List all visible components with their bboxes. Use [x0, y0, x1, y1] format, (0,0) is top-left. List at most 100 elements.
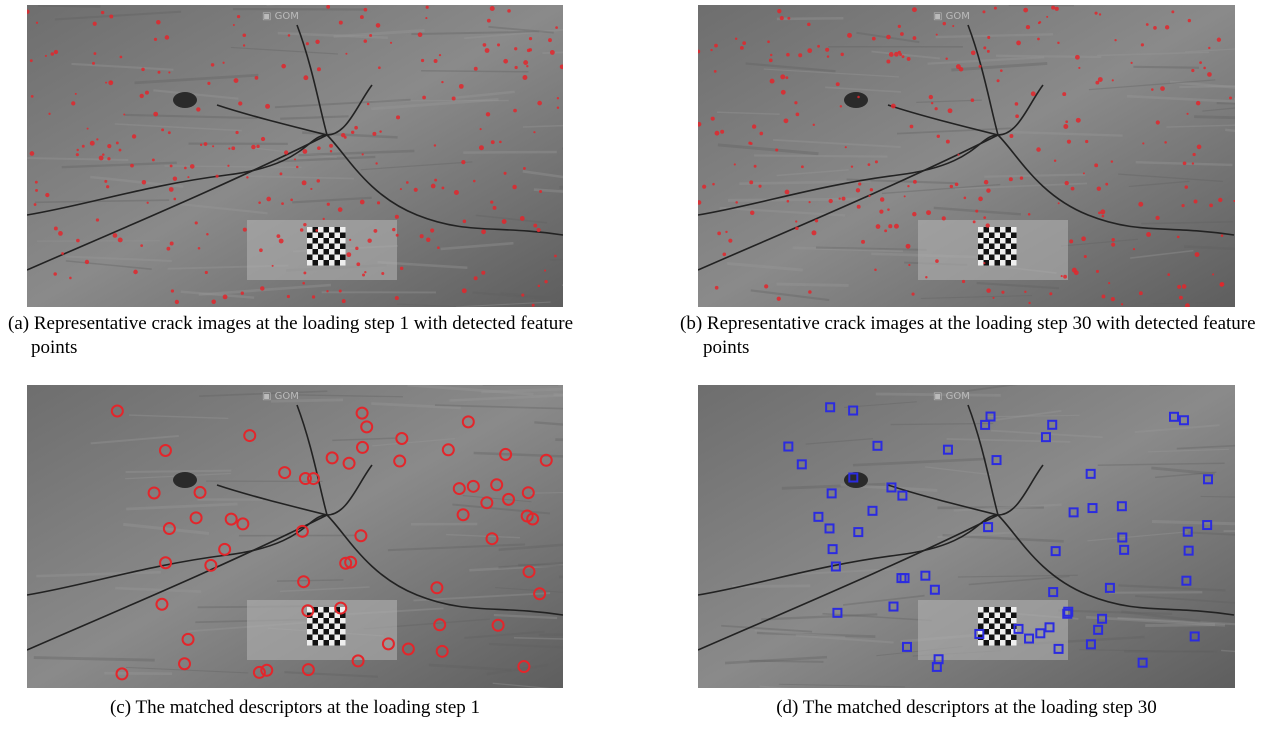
checker [1011, 249, 1017, 255]
feature-point [908, 264, 910, 266]
feature-point [434, 144, 436, 146]
panel-image: ▣ GOM [27, 385, 563, 688]
checker [324, 635, 330, 641]
feature-point [1182, 284, 1187, 289]
feature-point [364, 8, 368, 12]
feature-point [168, 71, 170, 73]
feature-point [1067, 140, 1071, 144]
checker [989, 624, 995, 630]
checker [318, 618, 324, 624]
feature-point [1076, 118, 1081, 123]
feature-point [147, 202, 149, 204]
feature-point [1000, 69, 1003, 72]
checker [340, 249, 346, 255]
feature-point [907, 185, 909, 187]
checker [1006, 635, 1012, 641]
checker [324, 260, 330, 266]
checker [340, 629, 346, 635]
feature-point [845, 146, 847, 148]
checker [984, 607, 990, 613]
feature-point [204, 142, 208, 146]
checker [1006, 255, 1012, 261]
checker [978, 624, 984, 630]
dark-spot [173, 472, 197, 488]
checker [989, 618, 995, 624]
feature-point [931, 102, 933, 104]
feature-point [120, 56, 123, 59]
checker [313, 629, 319, 635]
feature-point [158, 71, 161, 74]
feature-point [396, 234, 399, 237]
feature-point [1181, 204, 1184, 207]
feature-point [256, 145, 259, 148]
checker [1011, 635, 1017, 641]
feature-point [889, 52, 894, 57]
texture [104, 673, 172, 674]
feature-point [372, 132, 376, 136]
checker [995, 629, 1001, 635]
checker [978, 244, 984, 250]
feature-point [817, 45, 820, 48]
feature-point [1051, 6, 1055, 10]
feature-point [479, 145, 484, 150]
feature-point [317, 179, 321, 183]
feature-point [715, 131, 720, 136]
feature-point [1081, 236, 1086, 241]
feature-point [76, 153, 79, 156]
feature-point [1049, 292, 1052, 295]
feature-point [376, 23, 381, 28]
feature-point [1102, 215, 1105, 218]
feature-point [836, 82, 840, 86]
texture [754, 155, 887, 156]
feature-point [971, 50, 976, 55]
checker [318, 607, 324, 613]
feature-point [434, 179, 437, 182]
feature-point [523, 167, 526, 170]
feature-point [92, 62, 95, 65]
feature-point [841, 53, 844, 56]
checker [313, 635, 319, 641]
caption: (c) The matched descriptors at the loadi… [27, 696, 563, 720]
feature-point [1185, 185, 1188, 188]
checker [318, 249, 324, 255]
feature-point [170, 164, 173, 167]
feature-point [827, 55, 829, 57]
feature-point [96, 138, 98, 140]
feature-point [1192, 153, 1195, 156]
feature-point [935, 259, 939, 263]
feature-point [1156, 120, 1160, 124]
feature-point [900, 32, 904, 36]
feature-point [1065, 181, 1069, 185]
checker [329, 244, 335, 250]
feature-point [502, 219, 507, 224]
feature-point [196, 107, 200, 111]
feature-point [507, 9, 511, 13]
checker [329, 607, 335, 613]
feature-point [71, 101, 75, 105]
feature-point [354, 126, 358, 130]
checker [1000, 260, 1006, 266]
feature-point [997, 79, 1000, 82]
texture [562, 148, 563, 149]
feature-point [840, 105, 842, 107]
feature-point [526, 65, 528, 67]
feature-point [378, 66, 381, 69]
feature-point [373, 229, 377, 233]
feature-point [514, 66, 517, 69]
feature-point [485, 48, 490, 53]
feature-point [339, 289, 342, 292]
feature-point [1063, 124, 1068, 129]
checker [995, 618, 1001, 624]
feature-point [1058, 202, 1060, 204]
feature-point [1097, 186, 1101, 190]
feature-point [281, 64, 286, 69]
feature-point [233, 24, 235, 26]
feature-point [355, 247, 358, 250]
feature-point [1177, 285, 1181, 289]
feature-point [106, 185, 109, 188]
checker [329, 249, 335, 255]
feature-point [777, 9, 781, 13]
feature-point [1009, 177, 1013, 181]
checker [335, 260, 341, 266]
checker [340, 635, 346, 641]
